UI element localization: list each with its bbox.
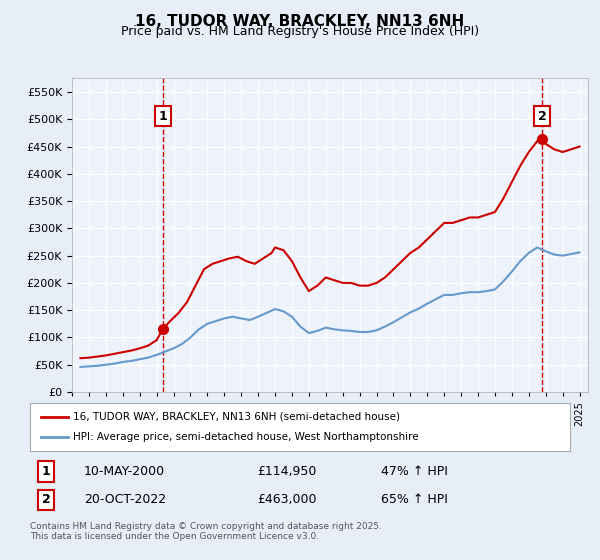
Text: Price paid vs. HM Land Registry's House Price Index (HPI): Price paid vs. HM Land Registry's House … (121, 25, 479, 38)
Text: 16, TUDOR WAY, BRACKLEY, NN13 6NH: 16, TUDOR WAY, BRACKLEY, NN13 6NH (136, 14, 464, 29)
Text: 10-MAY-2000: 10-MAY-2000 (84, 465, 165, 478)
Text: 47% ↑ HPI: 47% ↑ HPI (381, 465, 448, 478)
Text: 2: 2 (538, 110, 547, 123)
Text: 65% ↑ HPI: 65% ↑ HPI (381, 493, 448, 506)
Text: 1: 1 (158, 110, 167, 123)
Text: HPI: Average price, semi-detached house, West Northamptonshire: HPI: Average price, semi-detached house,… (73, 432, 419, 442)
Text: £463,000: £463,000 (257, 493, 316, 506)
Text: 16, TUDOR WAY, BRACKLEY, NN13 6NH (semi-detached house): 16, TUDOR WAY, BRACKLEY, NN13 6NH (semi-… (73, 412, 400, 422)
Text: 2: 2 (42, 493, 50, 506)
Text: 20-OCT-2022: 20-OCT-2022 (84, 493, 166, 506)
Text: 1: 1 (42, 465, 50, 478)
Text: Contains HM Land Registry data © Crown copyright and database right 2025.
This d: Contains HM Land Registry data © Crown c… (30, 522, 382, 542)
Text: £114,950: £114,950 (257, 465, 316, 478)
